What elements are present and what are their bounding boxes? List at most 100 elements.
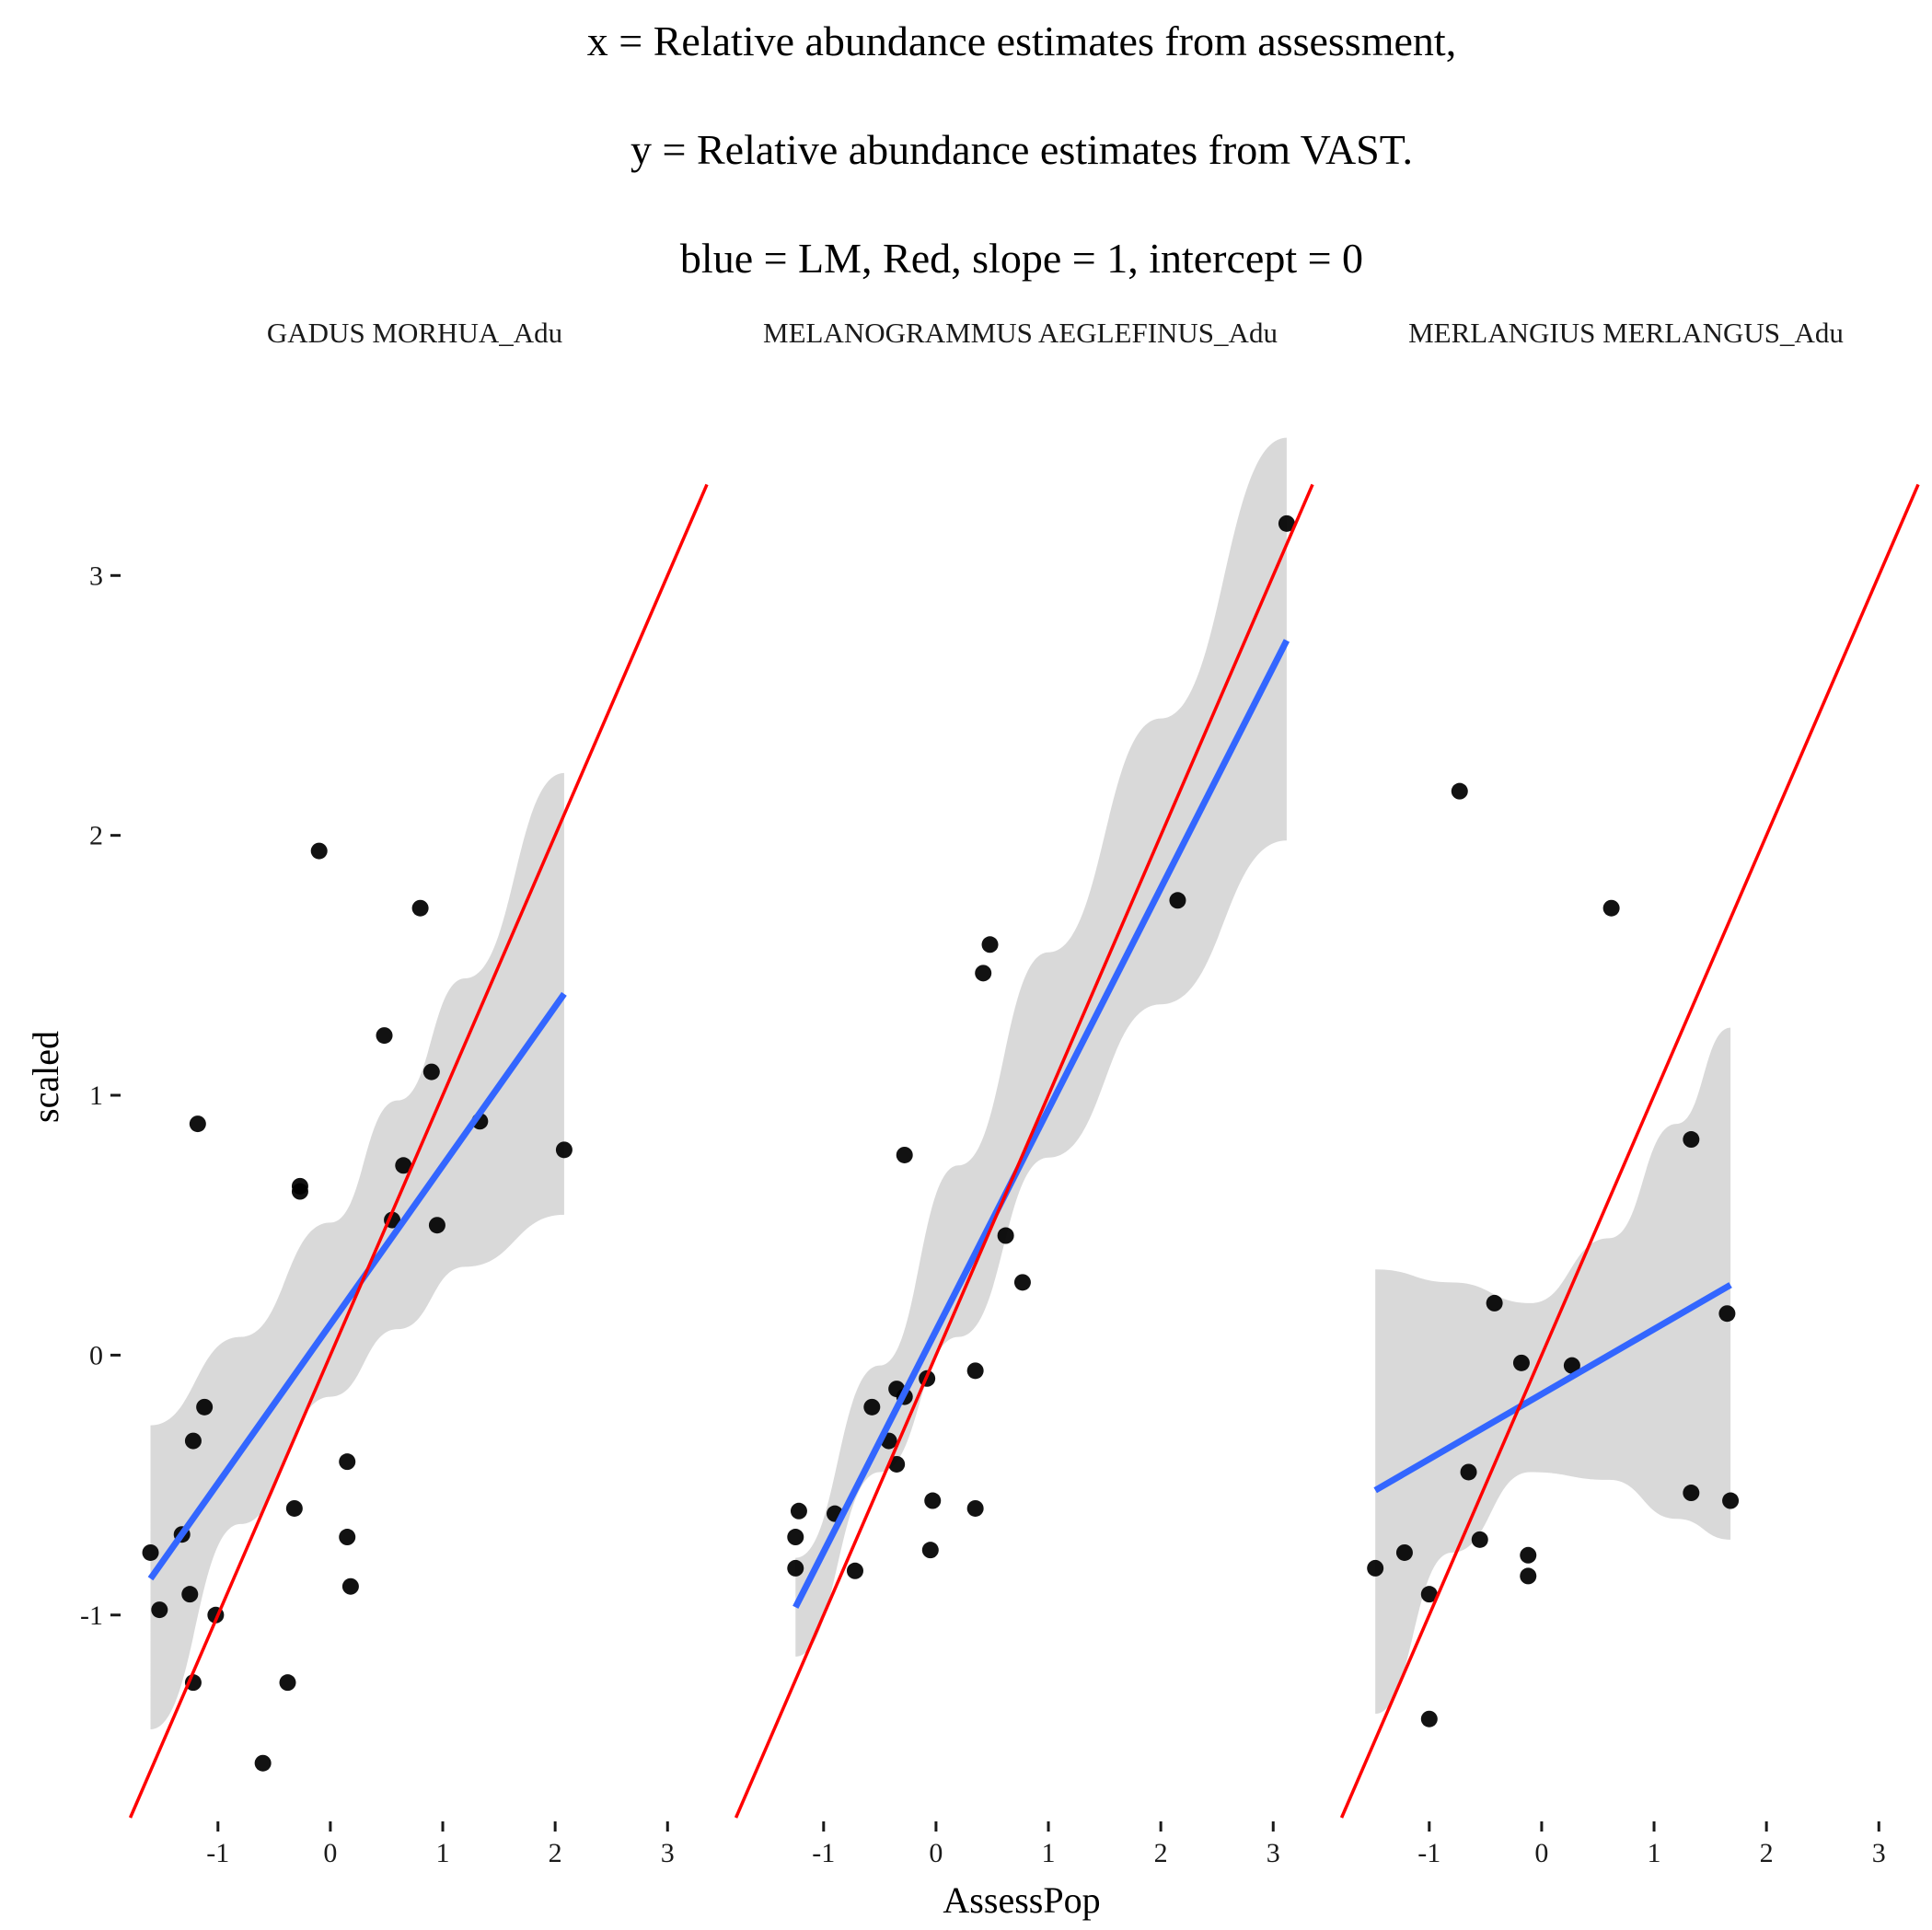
data-point [196, 1398, 214, 1416]
data-point [411, 899, 429, 917]
strip-label-1: GADUS MORHUA_Adu [267, 317, 562, 349]
title-line-1: x = Relative abundance estimates from as… [587, 17, 1456, 64]
x-tick-label: -1 [206, 1838, 229, 1868]
data-point [924, 1492, 942, 1509]
data-point [1683, 1485, 1700, 1502]
panel-2 [734, 437, 1314, 1819]
x-tick-label: -1 [812, 1838, 835, 1868]
y-tick-label: 3 [89, 561, 103, 591]
data-point [1420, 1586, 1438, 1603]
data-point [921, 1542, 939, 1559]
panel-1 [128, 483, 709, 1819]
x-tick-label: 2 [1760, 1838, 1774, 1868]
data-point [1722, 1492, 1740, 1509]
data-point [1486, 1294, 1503, 1312]
x-tick-label: 0 [323, 1838, 337, 1868]
data-point [896, 1146, 913, 1163]
identity-line [734, 483, 1314, 1819]
data-point [1013, 1274, 1031, 1291]
y-axis: -1 0 1 2 3 [80, 561, 121, 1631]
panel-3 [1339, 483, 1920, 1819]
data-point [787, 1529, 804, 1546]
data-point [790, 1502, 807, 1520]
data-point [888, 1455, 906, 1473]
data-point [997, 1227, 1014, 1244]
data-point [285, 1499, 303, 1517]
x-axis: -1 0 1 2 3 -1 0 1 2 3 -1 0 1 2 3 [206, 1821, 1886, 1868]
data-point [422, 1063, 440, 1081]
lm-fit-line [147, 991, 567, 1581]
data-point [555, 1141, 573, 1159]
data-point [1278, 514, 1295, 532]
data-point [279, 1674, 296, 1692]
facet-panels [128, 437, 1920, 1819]
data-point [341, 1578, 359, 1595]
x-tick-label: 3 [1267, 1838, 1280, 1868]
data-point [1451, 782, 1468, 800]
data-point [787, 1559, 804, 1577]
y-tick-label: 1 [89, 1081, 103, 1111]
confidence-band [795, 437, 1287, 1657]
chart-title: x = Relative abundance estimates from as… [587, 17, 1456, 282]
confidence-band [150, 772, 564, 1729]
data-point [846, 1562, 863, 1579]
data-point [310, 842, 328, 860]
data-point [1420, 1710, 1438, 1728]
title-line-2: y = Relative abundance estimates from VA… [631, 126, 1413, 173]
y-tick-label: 0 [89, 1340, 103, 1370]
data-point [376, 1027, 393, 1045]
data-point [975, 965, 992, 982]
data-point [181, 1586, 199, 1603]
x-tick-label: 1 [1648, 1838, 1661, 1868]
y-tick-label: -1 [80, 1601, 103, 1631]
confidence-band [1375, 1027, 1731, 1715]
data-point [1520, 1546, 1537, 1564]
data-point [1169, 892, 1186, 909]
identity-line [1339, 483, 1920, 1819]
title-line-3: blue = LM, Red, slope = 1, intercept = 0 [680, 235, 1363, 282]
lm-fit-line [792, 639, 1290, 1609]
data-point [1512, 1354, 1530, 1371]
x-tick-label: 3 [1872, 1838, 1886, 1868]
data-point [254, 1754, 272, 1772]
data-point [966, 1362, 984, 1380]
data-point [1395, 1543, 1413, 1561]
data-point [142, 1543, 159, 1561]
x-tick-label: 3 [661, 1838, 675, 1868]
data-point [1460, 1463, 1477, 1481]
data-point [291, 1183, 308, 1200]
data-point [428, 1217, 445, 1234]
data-point [151, 1601, 168, 1619]
data-point [1563, 1357, 1580, 1374]
data-point [863, 1398, 881, 1416]
data-point [966, 1499, 984, 1517]
data-point [339, 1453, 356, 1471]
data-point [184, 1432, 202, 1450]
x-tick-label: 1 [436, 1838, 450, 1868]
x-tick-label: 2 [549, 1838, 562, 1868]
data-point [1602, 899, 1620, 917]
identity-line [128, 483, 709, 1819]
data-point [981, 936, 999, 953]
data-point [1471, 1531, 1488, 1548]
x-tick-label: 2 [1154, 1838, 1168, 1868]
data-point [1520, 1567, 1537, 1585]
lm-fit-line [1373, 1282, 1732, 1494]
points-layer [1367, 782, 1740, 1728]
data-point [1367, 1559, 1384, 1577]
y-tick-label: 2 [89, 821, 103, 851]
data-point [1718, 1305, 1736, 1323]
data-point [395, 1157, 412, 1174]
x-tick-label: 0 [929, 1838, 943, 1868]
data-point [1683, 1131, 1700, 1149]
data-point [189, 1115, 206, 1133]
facet-strips: GADUS MORHUA_Adu MELANOGRAMMUS AEGLEFINUS… [267, 317, 1844, 349]
y-axis-title: scaled [25, 1031, 66, 1123]
points-layer [787, 514, 1295, 1579]
strip-label-3: MERLANGIUS MERLANGUS_Adu [1408, 317, 1844, 349]
x-tick-label: -1 [1417, 1838, 1440, 1868]
x-axis-title: AssessPop [943, 1879, 1100, 1921]
strip-label-2: MELANOGRAMMUS AEGLEFINUS_Adu [763, 317, 1278, 349]
x-tick-label: 0 [1534, 1838, 1548, 1868]
